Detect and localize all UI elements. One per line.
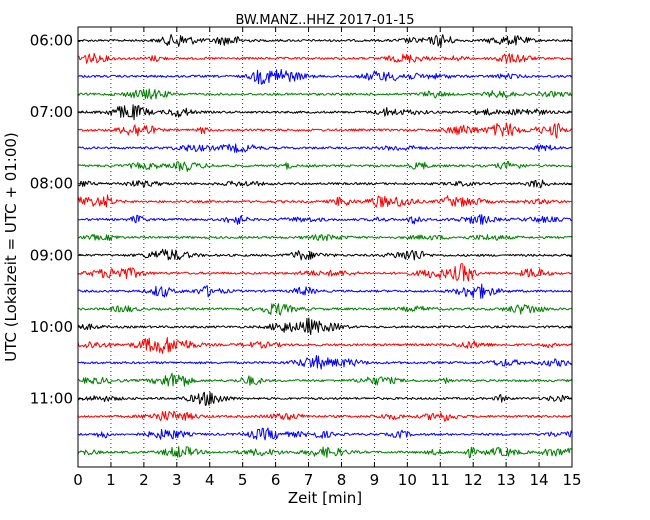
x-axis-ticks: 0 1 2 3 4 5 6 7 8 9 10 11 12 13 14 15 (73, 27, 582, 489)
x-tick-label: 3 (172, 471, 182, 489)
trace-line (77, 391, 573, 406)
trace-line (77, 214, 573, 225)
trace-line (77, 336, 573, 354)
y-tick-label: 09:00 (30, 246, 73, 264)
trace-line (77, 233, 573, 242)
x-tick-label: 7 (304, 471, 314, 489)
y-axis-label: UTC (Lokalzeit = UTC + 01:00) (2, 132, 20, 362)
x-tick-label: 5 (238, 471, 248, 489)
x-tick-label: 0 (73, 471, 83, 489)
x-axis-label: Zeit [min] (288, 489, 362, 507)
x-tick-label: 1 (106, 471, 116, 489)
trace-line (77, 354, 573, 370)
y-axis-ticks: 06:00 07:00 08:00 09:00 10:00 11:00 (30, 32, 572, 408)
trace-line (77, 179, 573, 189)
trace-line (77, 52, 573, 64)
y-tick-label: 08:00 (30, 175, 73, 193)
trace-line (77, 372, 573, 387)
trace-line (77, 88, 573, 100)
trace-line (77, 410, 573, 422)
trace-line (77, 68, 573, 85)
trace-line (77, 446, 573, 459)
trace-line (77, 160, 573, 172)
trace-line (77, 143, 573, 153)
grid-lines (110, 27, 540, 467)
trace-line (77, 33, 573, 48)
x-tick-label: 10 (398, 471, 417, 489)
trace-line (77, 194, 573, 208)
x-tick-label: 9 (370, 471, 380, 489)
trace-line (77, 263, 573, 282)
x-tick-label: 11 (431, 471, 450, 489)
chart-title: BW.MANZ..HHZ 2017-01-15 (235, 13, 414, 28)
x-tick-label: 15 (562, 471, 581, 489)
x-tick-label: 14 (530, 471, 549, 489)
x-tick-label: 13 (497, 471, 516, 489)
trace-line (77, 248, 573, 261)
trace-lines (77, 33, 573, 459)
trace-line (77, 427, 573, 441)
plot-frame (77, 26, 573, 468)
x-tick-label: 4 (205, 471, 215, 489)
x-tick-label: 12 (464, 471, 483, 489)
y-tick-label: 11:00 (30, 390, 73, 408)
trace-line (77, 283, 573, 299)
y-tick-label: 10:00 (30, 318, 73, 336)
trace-line (77, 317, 573, 336)
trace-line (77, 303, 573, 316)
trace-line (77, 122, 573, 139)
x-tick-label: 2 (139, 471, 149, 489)
x-tick-label: 6 (271, 471, 281, 489)
x-tick-label: 8 (337, 471, 347, 489)
y-tick-label: 07:00 (30, 103, 73, 121)
y-tick-label: 06:00 (30, 32, 73, 50)
trace-line (77, 104, 573, 121)
